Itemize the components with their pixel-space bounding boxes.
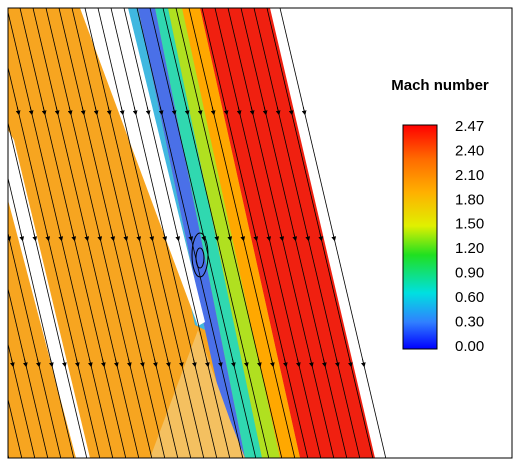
streamline-arrow bbox=[266, 232, 272, 242]
streamline bbox=[8, 453, 10, 458]
streamline-arrow bbox=[192, 358, 197, 368]
streamline-arrow bbox=[123, 232, 129, 242]
streamline-arrow bbox=[301, 106, 307, 116]
streamline-arrow bbox=[240, 232, 246, 242]
colorbar-label: 0.90 bbox=[455, 265, 484, 282]
streamline-arrow bbox=[80, 106, 86, 116]
streamline-arrow bbox=[41, 106, 47, 116]
colorbar-label: 2.10 bbox=[455, 167, 484, 184]
streamline-arrow bbox=[28, 106, 34, 116]
streamline-arrow bbox=[127, 358, 132, 368]
streamline-arrow bbox=[45, 232, 51, 242]
streamline-arrow bbox=[97, 232, 103, 242]
streamline-arrow bbox=[348, 358, 353, 368]
streamline-arrow bbox=[36, 358, 41, 368]
streamline-arrow bbox=[15, 106, 21, 116]
streamline-arrow bbox=[197, 106, 203, 116]
streamline-arrow bbox=[32, 232, 38, 242]
streamline-arrow bbox=[171, 106, 177, 116]
streamline-arrow bbox=[184, 106, 190, 116]
streamline-arrow bbox=[49, 358, 54, 368]
streamline-arrow bbox=[335, 358, 340, 368]
colorbar-label: 1.20 bbox=[455, 240, 484, 257]
streamline-arrow bbox=[84, 232, 90, 242]
streamline-arrow bbox=[214, 232, 220, 242]
streamline-arrow bbox=[58, 232, 64, 242]
streamline-arrow bbox=[10, 358, 15, 368]
streamline-arrow bbox=[227, 232, 233, 242]
colorbar bbox=[402, 124, 438, 350]
streamline-arrow bbox=[93, 106, 99, 116]
streamline-arrow bbox=[236, 106, 242, 116]
streamline-arrow bbox=[292, 232, 298, 242]
colorbar-label: 0.30 bbox=[455, 314, 484, 331]
streamline-arrow bbox=[114, 358, 119, 368]
streamline-arrow bbox=[205, 358, 210, 368]
streamline-arrow bbox=[166, 358, 171, 368]
streamline-arrow bbox=[188, 232, 194, 242]
streamline-arrow bbox=[322, 358, 327, 368]
streamline-arrow bbox=[275, 106, 281, 116]
colorbar-labels: 2.47 2.40 2.10 1.80 1.50 1.20 0.90 0.60 0.30 0.00 bbox=[455, 118, 484, 355]
streamline-arrow bbox=[88, 358, 93, 368]
streamline-arrow bbox=[249, 106, 255, 116]
streamline-arrow bbox=[253, 232, 259, 242]
streamline-arrow bbox=[179, 358, 184, 368]
streamline-arrow bbox=[270, 358, 275, 368]
streamline-arrow bbox=[140, 358, 145, 368]
streamline-arrow bbox=[158, 106, 164, 116]
streamline-arrow bbox=[283, 358, 288, 368]
streamline-arrow bbox=[75, 358, 80, 368]
streamline-arrow bbox=[223, 106, 229, 116]
streamline-arrow bbox=[153, 358, 158, 368]
streamline-arrow bbox=[305, 232, 311, 242]
streamline-arrow bbox=[132, 106, 138, 116]
streamline-arrow bbox=[136, 232, 142, 242]
colorbar-label: 0.00 bbox=[455, 338, 484, 355]
streamline-arrow bbox=[175, 232, 181, 242]
colorbar-label: 1.50 bbox=[455, 216, 484, 233]
streamline-arrow bbox=[257, 358, 262, 368]
streamline-arrow bbox=[162, 232, 168, 242]
streamline-arrow bbox=[145, 106, 151, 116]
streamline-arrow bbox=[19, 232, 25, 242]
streamline-arrow bbox=[106, 106, 112, 116]
colorbar-label: 2.47 bbox=[455, 118, 484, 135]
streamline-arrow bbox=[119, 106, 125, 116]
streamline-arrow bbox=[244, 358, 249, 368]
streamline-arrow bbox=[318, 232, 324, 242]
streamline-arrow bbox=[4, 107, 5, 113]
streamline-arrow bbox=[110, 232, 116, 242]
streamline-arrow bbox=[201, 232, 207, 242]
streamline-arrow bbox=[279, 232, 285, 242]
streamline-arrow bbox=[218, 358, 223, 368]
streamline-arrow bbox=[210, 106, 216, 116]
streamline-arrow bbox=[309, 358, 314, 368]
streamline-arrow bbox=[71, 232, 77, 242]
legend-title: Mach number bbox=[391, 77, 489, 94]
streamline-arrow bbox=[288, 106, 294, 116]
streamline-arrow bbox=[67, 106, 73, 116]
streamline-arrow bbox=[262, 106, 268, 116]
streamline-arrow bbox=[296, 358, 301, 368]
colorbar-label: 2.40 bbox=[455, 142, 484, 159]
streamline-arrow bbox=[331, 232, 337, 242]
streamline-arrow bbox=[231, 358, 236, 368]
streamline bbox=[8, 342, 36, 458]
streamline bbox=[8, 231, 62, 458]
streamline-arrow bbox=[62, 358, 67, 368]
colorbar-label: 0.60 bbox=[455, 289, 484, 306]
streamline-arrow bbox=[54, 106, 60, 116]
streamline-arrow bbox=[23, 358, 28, 368]
colorbar-label: 1.80 bbox=[455, 191, 484, 208]
streamline-arrow bbox=[149, 232, 155, 242]
frame bbox=[7, 7, 513, 459]
streamline-arrow bbox=[361, 358, 366, 368]
streamline bbox=[8, 287, 49, 458]
streamline-arrow bbox=[101, 358, 106, 368]
